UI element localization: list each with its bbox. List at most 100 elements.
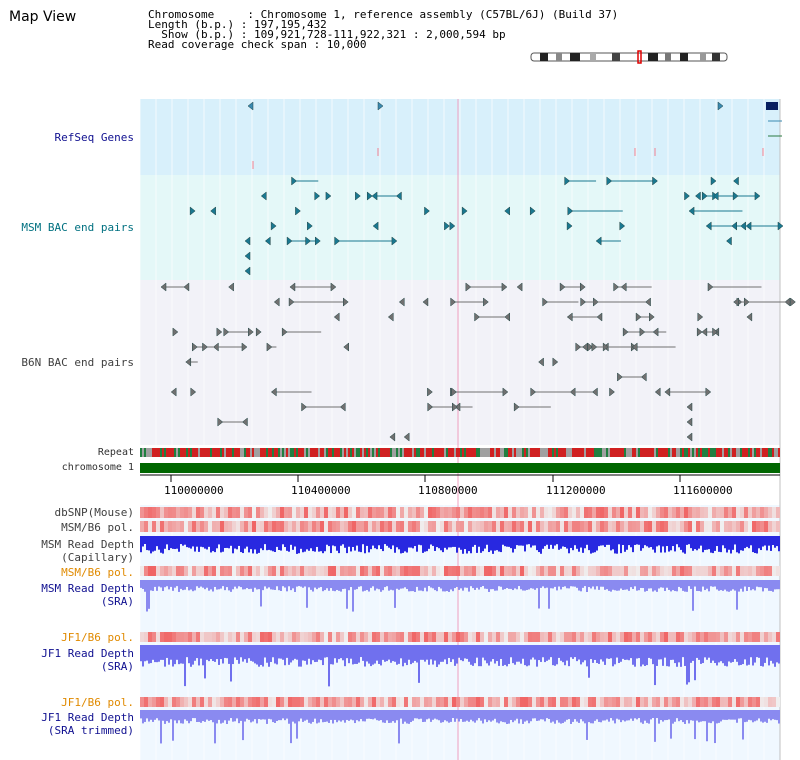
jf1-b6-pol-cell [188,632,192,642]
dbsnp-cell [160,507,164,518]
jf1-depth-sra-bar [724,645,726,666]
msm-b6-pol-cell [328,521,332,532]
msm-b6-pol-cell [732,521,736,532]
refseq-gene [766,102,778,110]
msm-b6-pol2-cell [640,566,644,576]
msm-depth-capillary-bar [748,536,750,549]
jf1-b6-pol-cell [204,632,208,642]
jf1-b6-pol2-cell [552,697,556,707]
msm-depth-sra-bar [342,580,344,589]
jf1-depth-sra-bar [638,645,640,659]
jf1-depth-sra-bar [598,645,600,664]
jf1-depth-trimmed-bar [204,710,206,722]
repeat-segment [434,448,436,457]
jf1-depth-trimmed-bar [776,710,778,721]
msm-b6-pol-cell [312,521,316,532]
jf1-b6-pol-cell [300,632,304,642]
repeat-segment [406,448,408,457]
msm-depth-capillary-bar [560,536,562,549]
msm-b6-pol-cell [416,521,420,532]
jf1-depth-sra-bar [252,645,254,662]
jf1-depth-trimmed-bar [394,710,396,723]
track-label-msm-bac[interactable]: MSM BAC end pairs [21,221,134,234]
msm-depth-sra-bar [438,580,440,587]
jf1-depth-sra-bar [314,645,316,663]
jf1-depth-trimmed-bar [506,710,508,724]
jf1-depth-sra-bar [186,645,188,658]
msm-depth-sra-bar [394,580,396,608]
jf1-depth-sra-bar [660,645,662,660]
jf1-b6-pol-cell [296,632,300,642]
jf1-b6-pol2-cell [296,697,300,707]
jf1-depth-sra-bar [246,645,248,663]
jf1-b6-pol2-cell [608,697,612,707]
msm-depth-capillary-line2: (Capillary) [61,551,134,564]
jf1-depth-sra-bar [596,645,598,664]
jf1-b6-pol-cell [656,632,660,642]
jf1-depth-trimmed-bar [640,710,642,723]
msm-depth-sra-bar [564,580,566,587]
msm-depth-capillary-bar [666,536,668,547]
msm-b6-pol2-cell [472,566,476,576]
jf1-depth-trimmed-bar [510,710,512,720]
jf1-depth-trimmed-bar [200,710,202,723]
repeat-segment [326,448,328,457]
jf1-depth-trimmed-bar [166,710,168,722]
jf1-b6-pol-cell [144,632,148,642]
dbsnp-cell [328,507,332,518]
repeat-segment [524,448,526,457]
jf1-depth-sra-bar [318,645,320,660]
msm-bac-pair-end [291,176,297,186]
jf1-b6-pol-cell [348,632,352,642]
msm-depth-capillary-bar [184,536,186,545]
msm-depth-sra-bar [416,580,418,587]
dbsnp-cell [764,507,768,518]
jf1-depth-trimmed-bar [364,710,366,722]
msm-depth-sra-bar [246,580,248,589]
b6n-bac-pair-end [266,342,273,352]
msm-depth-capillary-bar [480,536,482,553]
jf1-b6-pol2-cell [572,697,576,707]
jf1-depth-trimmed-bar [312,710,314,722]
msm-b6-pol-cell [568,521,572,532]
dbsnp-cell [292,507,296,518]
msm-depth-sra-bar [492,580,494,590]
msm-depth-capillary-bar [640,536,642,551]
b6n-bac-pair-end [639,327,646,337]
msm-depth-sra-bar [262,580,264,591]
repeat-segment [472,448,474,457]
track-label-refseq[interactable]: RefSeq Genes [54,131,134,144]
jf1-b6-pol2-cell [488,697,492,707]
msm-depth-capillary-bar [520,536,522,546]
msm-b6-pol2-cell [372,566,376,576]
repeat-segment [662,448,664,457]
msm-b6-pol2-cell [324,566,328,576]
jf1-b6-pol2-cell [288,697,292,707]
repeat-segment [304,448,306,457]
msm-b6-pol2-cell [544,566,548,576]
jf1-b6-pol-cell [508,632,512,642]
b6n-bac-pair-end [241,342,248,352]
msm-depth-capillary-bar [696,536,698,551]
msm-depth-capillary-bar [426,536,428,552]
dbsnp-cell [176,507,180,518]
jf1-depth-trimmed-bar [758,710,760,719]
msm-depth-capillary-bar [150,536,152,554]
msm-depth-sra-bar [182,580,184,591]
msm-depth-capillary-bar [744,536,746,549]
msm-b6-pol-cell [488,521,492,532]
jf1-depth-trimmed-bar [768,710,770,719]
track-label-b6n-bac[interactable]: B6N BAC end pairs [21,356,134,369]
jf1-b6-pol-cell [756,632,760,642]
msm-depth-capillary-bar [756,536,758,554]
repeat-segment [774,448,776,457]
msm-bac-pair-end [355,191,361,201]
jf1-depth-trimmed-bar [610,710,612,719]
msm-depth-capillary-bar [244,536,246,549]
jf1-depth-sra-bar [454,645,456,666]
msm-b6-pol2-cell [176,566,180,576]
jf1-depth-sra-bar [450,645,452,662]
msm-depth-capillary-bar [322,536,324,554]
msm-b6-pol-cell [360,521,364,532]
